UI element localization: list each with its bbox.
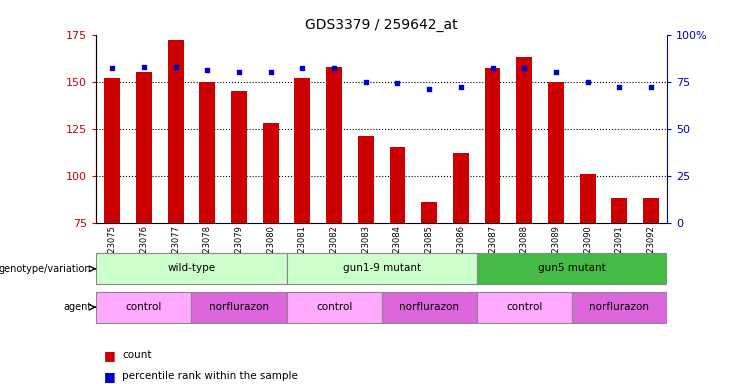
Bar <box>382 292 476 323</box>
Point <box>582 79 594 85</box>
Text: agent: agent <box>63 302 92 312</box>
Bar <box>231 91 247 223</box>
Point <box>296 65 308 71</box>
Text: percentile rank within the sample: percentile rank within the sample <box>122 371 298 381</box>
Bar <box>485 68 500 223</box>
Bar <box>326 66 342 223</box>
Bar <box>453 153 469 223</box>
Bar <box>358 136 373 223</box>
Point <box>138 63 150 70</box>
Bar <box>643 198 659 223</box>
Point <box>550 69 562 75</box>
Text: wild-type: wild-type <box>167 263 216 273</box>
Bar <box>191 292 287 323</box>
Bar <box>263 123 279 223</box>
Bar <box>579 174 596 223</box>
Point <box>518 65 530 71</box>
Text: control: control <box>126 301 162 311</box>
Point <box>391 80 403 86</box>
Point <box>645 84 657 90</box>
Text: control: control <box>316 301 352 311</box>
Point <box>202 67 213 73</box>
Bar <box>167 40 184 223</box>
Bar <box>287 292 382 323</box>
Bar <box>294 78 310 223</box>
Bar <box>611 198 628 223</box>
Bar <box>136 72 152 223</box>
Bar <box>104 78 120 223</box>
Bar <box>390 147 405 223</box>
Bar <box>96 292 191 323</box>
Point <box>487 65 499 71</box>
Point <box>233 69 245 75</box>
Text: norflurazon: norflurazon <box>209 301 269 311</box>
Point <box>106 65 118 71</box>
Bar <box>476 253 667 284</box>
Bar <box>548 82 564 223</box>
Point <box>170 63 182 70</box>
Text: genotype/variation: genotype/variation <box>0 264 92 274</box>
Point <box>328 65 340 71</box>
Text: ■: ■ <box>104 370 116 383</box>
Point <box>614 84 625 90</box>
Point <box>360 79 372 85</box>
Text: norflurazon: norflurazon <box>589 301 649 311</box>
Text: gun1-9 mutant: gun1-9 mutant <box>342 263 421 273</box>
Bar <box>199 82 215 223</box>
Bar <box>421 202 437 223</box>
Point <box>423 86 435 92</box>
Point <box>455 84 467 90</box>
Text: norflurazon: norflurazon <box>399 301 459 311</box>
Bar <box>96 253 287 284</box>
Text: control: control <box>506 301 542 311</box>
Bar <box>516 57 532 223</box>
Bar <box>287 253 476 284</box>
Bar <box>572 292 667 323</box>
Bar <box>476 292 572 323</box>
Text: ■: ■ <box>104 349 116 362</box>
Title: GDS3379 / 259642_at: GDS3379 / 259642_at <box>305 18 458 32</box>
Point <box>265 69 276 75</box>
Text: gun5 mutant: gun5 mutant <box>538 263 605 273</box>
Text: count: count <box>122 350 152 360</box>
